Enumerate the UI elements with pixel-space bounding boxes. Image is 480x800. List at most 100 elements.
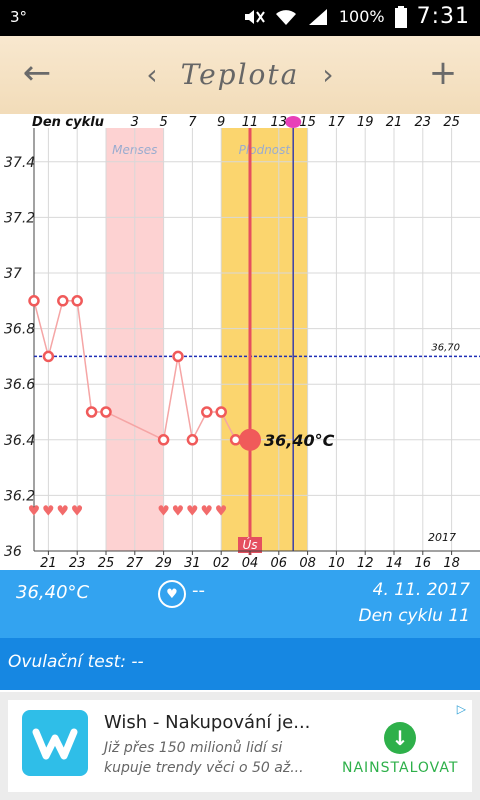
heart-value[interactable]: -- [192,580,205,601]
top-tick-label: 3 [131,115,139,130]
bottom-tick-label: 16 [415,556,432,570]
y-tick-label: 36.4 [4,433,35,449]
back-arrow-icon: ← [22,53,52,93]
top-tick-label: 11 [242,115,259,130]
clock: 7:31 [416,4,470,29]
chevron-right-icon[interactable]: › [322,57,334,91]
info-bar: 36,40°C ♥ -- 4. 11. 2017 Den cyklu 11 [0,570,480,638]
bottom-tick-label: 18 [443,556,460,570]
back-button[interactable]: ← [14,50,60,96]
top-tick-label: 13 [271,115,288,130]
bottom-tick-label: 31 [184,556,201,570]
top-tick-label: 17 [328,115,345,130]
bottom-tick-label: 10 [328,556,345,570]
today-tag-bg [238,537,262,553]
signal-icon [308,8,327,25]
install-button[interactable]: NAINSTALOVAT [342,760,459,776]
y-tick-label: 37.2 [4,210,35,226]
bottom-tick-label: 12 [357,556,374,570]
menses-heart-icon: ♥ [201,503,214,519]
top-tick-label: 23 [415,115,432,130]
temperature-chart[interactable]: Menses Plodnost 36,70 ♥ ♥ ♥ ♥ ♥ ♥ ♥ ♥ ♥ 36,40°C Ús Den… [0,114,480,570]
temperature-point [85,406,98,418]
battery-icon [394,5,407,28]
heart-circle-icon[interactable]: ♥ [158,580,186,608]
bottom-tick-label: 21 [40,556,57,570]
ad-card[interactable]: Wish - Nakupování je... Již přes 150 mil… [8,700,472,792]
temperature-line-segment [76,300,93,413]
year-label: 2017 [428,531,456,544]
download-icon[interactable]: ↓ [384,722,416,754]
ovulation-test-label: Ovulační test: -- [8,652,144,672]
wish-logo-icon[interactable] [22,710,88,776]
top-tick-label: 9 [217,115,225,130]
wifi-icon [275,9,296,25]
ad-title: Wish - Nakupování je... [104,712,311,733]
coverline-label: 36,70 [431,342,460,353]
bottom-tick-label: 08 [299,556,316,570]
temperature-point [157,434,170,446]
current-temperature-point [239,428,261,451]
temperature-point [28,295,40,307]
bottom-tick-label: 04 [242,556,259,570]
temperature-point [172,350,184,363]
status-signal-text: 3° [10,8,28,26]
top-tick-label: 5 [159,115,167,130]
temperature-line-segment [162,356,179,440]
top-axis-label: Den cyklu [32,115,104,130]
bottom-tick-label: 14 [386,556,403,570]
wish-logo-glyph [32,728,78,760]
battery-percent: 100% [338,7,385,26]
y-tick-label: 36.2 [4,488,35,504]
bottom-tick-label: 02 [213,556,230,570]
temperature-point [215,406,227,418]
temperature-point [229,434,242,446]
y-tick-label: 37 [4,266,22,282]
menses-heart-icon: ♥ [42,503,55,519]
plus-icon: + [428,53,458,93]
app-header: ← ‹ Teplota › + [0,36,480,117]
temperature-line-segment [33,300,50,357]
fertile-band [221,128,308,551]
temperature-point [100,406,112,418]
status-bar: 3° 100% 7:31 [0,0,480,36]
ad-choices-icon[interactable]: ▷ [456,702,466,716]
title-navigator: ‹ Teplota › [140,54,340,94]
add-button[interactable]: + [420,50,466,96]
y-tick-label: 36 [4,544,22,560]
menses-heart-icon: ♥ [57,503,70,519]
temperature-point [186,434,199,446]
ad-description-line2: kupuje trendy věci o 50 až... [104,760,304,776]
chevron-left-icon[interactable]: ‹ [146,57,158,91]
menses-heart-icon: ♥ [28,503,41,519]
page-title: Teplota [180,57,300,91]
ovulation-dot [285,116,302,128]
current-temperature-label: 36,40°C [264,431,335,450]
menses-heart-icon: ♥ [215,503,228,519]
y-tick-label: 36.6 [4,377,35,393]
menses-heart-icon: ♥ [172,503,185,519]
bottom-tick-label: 25 [98,556,115,570]
ovulation-bar[interactable]: Ovulační test: -- [0,638,480,690]
info-cycle-day: Den cyklu 11 [358,606,470,626]
y-tick-label: 36.8 [4,322,35,338]
menses-heart-icon: ♥ [157,503,170,519]
ad-banner[interactable]: Wish - Nakupování je... Již přes 150 mil… [0,692,480,800]
temperature-line-segment [47,300,64,357]
temperature-point [201,406,213,418]
bottom-tick-label: 23 [69,556,86,570]
bottom-tick-label: 27 [127,556,144,570]
top-tick-label: 21 [386,115,403,130]
fertile-band-label: Plodnost [239,143,292,157]
temperature-point [57,295,69,307]
menses-heart-icon: ♥ [71,503,84,519]
today-tag: Ús [242,537,257,552]
top-tick-label: 19 [357,115,374,130]
temperature-line-segment [177,356,194,440]
current-temperature[interactable]: 36,40°C [16,582,90,603]
info-date: 4. 11. 2017 [372,580,470,600]
ad-description-line1: Již přes 150 milionů lidí si [104,740,283,756]
temperature-line-segment [105,411,164,441]
top-tick-label: 15 [299,115,316,130]
